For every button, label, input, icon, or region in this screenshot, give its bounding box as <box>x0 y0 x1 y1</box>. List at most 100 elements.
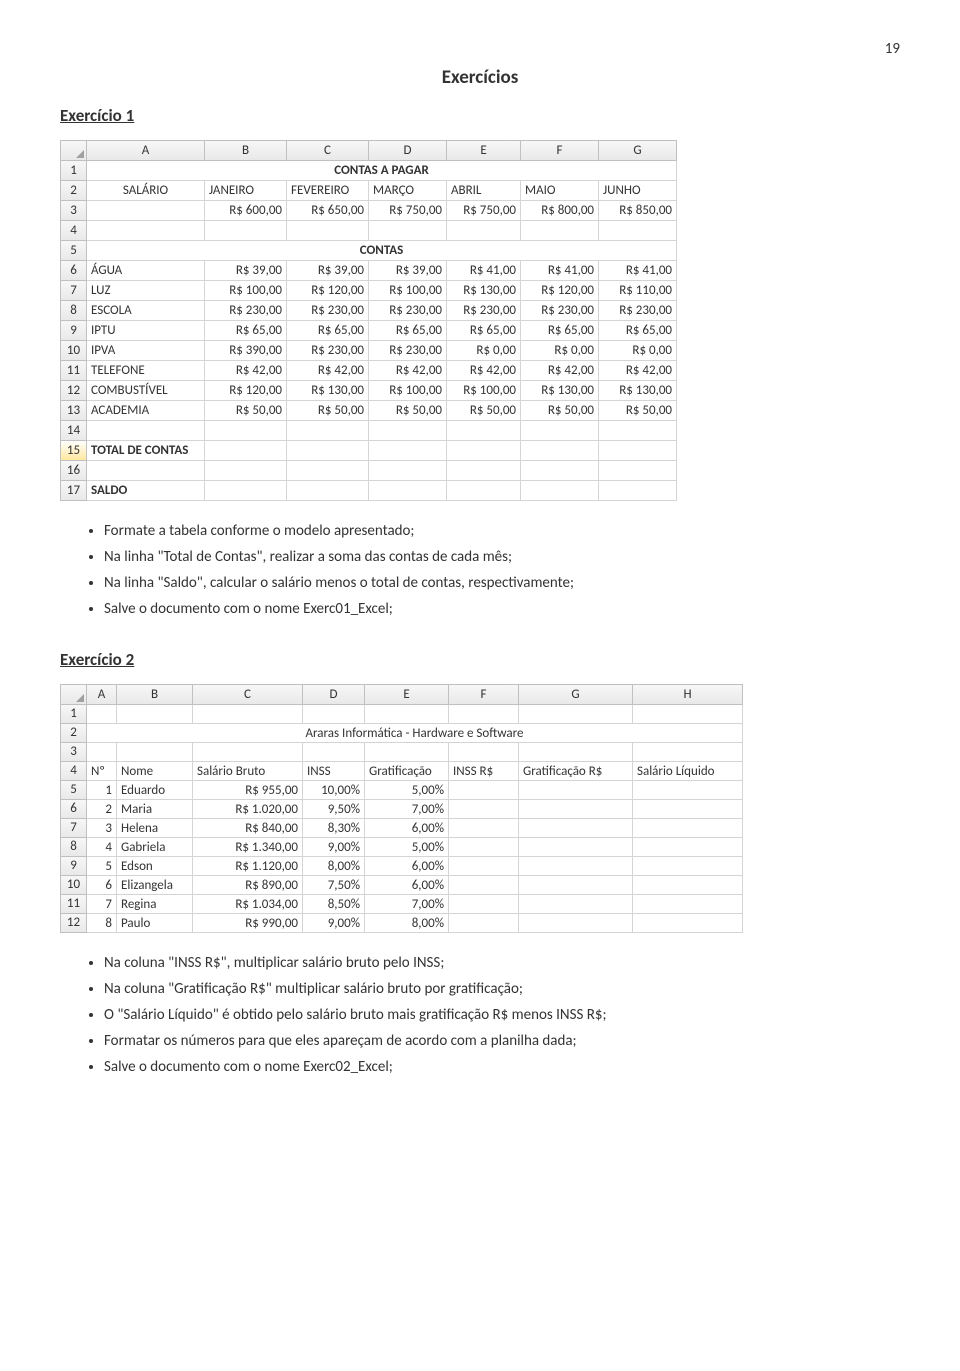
cell[interactable] <box>633 895 743 914</box>
cell[interactable]: 3 <box>87 819 117 838</box>
cell[interactable]: 8,30% <box>303 819 365 838</box>
cell[interactable]: CONTAS A PAGAR <box>87 161 677 181</box>
cell[interactable] <box>519 838 633 857</box>
row-header[interactable]: 6 <box>61 261 87 281</box>
cell[interactable] <box>287 481 369 501</box>
cell[interactable]: R$ 750,00 <box>369 201 447 221</box>
cell[interactable]: IPVA <box>87 341 205 361</box>
cell[interactable]: TELEFONE <box>87 361 205 381</box>
cell[interactable] <box>633 838 743 857</box>
cell[interactable] <box>633 857 743 876</box>
cell[interactable]: 9,00% <box>303 914 365 933</box>
cell[interactable] <box>287 221 369 241</box>
cell[interactable]: 8,50% <box>303 895 365 914</box>
cell[interactable] <box>599 481 677 501</box>
cell[interactable]: R$ 100,00 <box>447 381 521 401</box>
cell[interactable]: R$ 230,00 <box>205 301 287 321</box>
cell[interactable] <box>449 743 519 762</box>
cell[interactable]: JANEIRO <box>205 181 287 201</box>
cell[interactable] <box>519 857 633 876</box>
cell[interactable] <box>369 421 447 441</box>
cell[interactable]: LUZ <box>87 281 205 301</box>
cell[interactable]: R$ 65,00 <box>599 321 677 341</box>
cell[interactable] <box>519 819 633 838</box>
cell[interactable]: R$ 0,00 <box>599 341 677 361</box>
cell[interactable]: Araras Informática - Hardware e Software <box>87 724 743 743</box>
cell[interactable] <box>117 743 193 762</box>
cell[interactable]: R$ 42,00 <box>287 361 369 381</box>
cell[interactable]: R$ 42,00 <box>369 361 447 381</box>
cell[interactable]: R$ 0,00 <box>447 341 521 361</box>
cell[interactable]: 7,00% <box>365 895 449 914</box>
cell[interactable]: R$ 41,00 <box>447 261 521 281</box>
cell[interactable]: MARÇO <box>369 181 447 201</box>
cell[interactable]: R$ 100,00 <box>205 281 287 301</box>
cell[interactable] <box>519 743 633 762</box>
cell[interactable]: 7,50% <box>303 876 365 895</box>
cell[interactable]: Maria <box>117 800 193 819</box>
cell[interactable]: R$ 130,00 <box>599 381 677 401</box>
column-header[interactable]: E <box>447 141 521 161</box>
cell[interactable] <box>369 441 447 461</box>
cell[interactable] <box>449 781 519 800</box>
cell[interactable]: ACADEMIA <box>87 401 205 421</box>
cell[interactable] <box>87 743 117 762</box>
column-header[interactable]: F <box>449 685 519 705</box>
cell[interactable]: Salário Bruto <box>193 762 303 781</box>
cell[interactable]: TOTAL DE CONTAS <box>87 441 205 461</box>
cell[interactable]: R$ 230,00 <box>287 341 369 361</box>
cell[interactable]: ESCOLA <box>87 301 205 321</box>
cell[interactable]: R$ 42,00 <box>447 361 521 381</box>
cell[interactable]: CONTAS <box>87 241 677 261</box>
cell[interactable] <box>287 421 369 441</box>
cell[interactable]: 7,00% <box>365 800 449 819</box>
cell[interactable]: R$ 230,00 <box>599 301 677 321</box>
cell[interactable]: R$ 1.120,00 <box>193 857 303 876</box>
cell[interactable] <box>633 743 743 762</box>
cell[interactable] <box>205 221 287 241</box>
cell[interactable]: R$ 65,00 <box>447 321 521 341</box>
column-header[interactable]: D <box>369 141 447 161</box>
cell[interactable]: 6 <box>87 876 117 895</box>
cell[interactable]: Elizangela <box>117 876 193 895</box>
column-header[interactable]: C <box>193 685 303 705</box>
cell[interactable]: R$ 650,00 <box>287 201 369 221</box>
column-header[interactable]: G <box>519 685 633 705</box>
cell[interactable] <box>449 800 519 819</box>
cell[interactable] <box>633 800 743 819</box>
cell[interactable]: R$ 50,00 <box>287 401 369 421</box>
cell[interactable]: 9,00% <box>303 838 365 857</box>
cell[interactable] <box>449 857 519 876</box>
cell[interactable]: INSS R$ <box>449 762 519 781</box>
cell[interactable]: 8,00% <box>303 857 365 876</box>
cell[interactable]: R$ 230,00 <box>369 301 447 321</box>
column-header[interactable]: D <box>303 685 365 705</box>
cell[interactable]: 8,00% <box>365 914 449 933</box>
row-header[interactable]: 16 <box>61 461 87 481</box>
cell[interactable]: 6,00% <box>365 857 449 876</box>
column-header[interactable]: A <box>87 685 117 705</box>
cell[interactable]: R$ 750,00 <box>447 201 521 221</box>
cell[interactable] <box>449 895 519 914</box>
cell[interactable] <box>365 743 449 762</box>
cell[interactable]: Salário Líquido <box>633 762 743 781</box>
select-all-corner[interactable] <box>61 685 87 705</box>
cell[interactable]: R$ 1.034,00 <box>193 895 303 914</box>
column-header[interactable]: F <box>521 141 599 161</box>
cell[interactable]: R$ 39,00 <box>369 261 447 281</box>
cell[interactable] <box>519 895 633 914</box>
cell[interactable]: 8 <box>87 914 117 933</box>
row-header[interactable]: 11 <box>61 895 87 914</box>
cell[interactable]: R$ 130,00 <box>287 381 369 401</box>
column-header[interactable]: B <box>205 141 287 161</box>
cell[interactable]: 7 <box>87 895 117 914</box>
cell[interactable] <box>369 481 447 501</box>
row-header[interactable]: 1 <box>61 705 87 724</box>
cell[interactable]: 4 <box>87 838 117 857</box>
cell[interactable]: R$ 50,00 <box>369 401 447 421</box>
cell[interactable] <box>205 461 287 481</box>
cell[interactable]: R$ 42,00 <box>205 361 287 381</box>
cell[interactable]: R$ 390,00 <box>205 341 287 361</box>
cell[interactable]: 9,50% <box>303 800 365 819</box>
cell[interactable]: R$ 50,00 <box>599 401 677 421</box>
